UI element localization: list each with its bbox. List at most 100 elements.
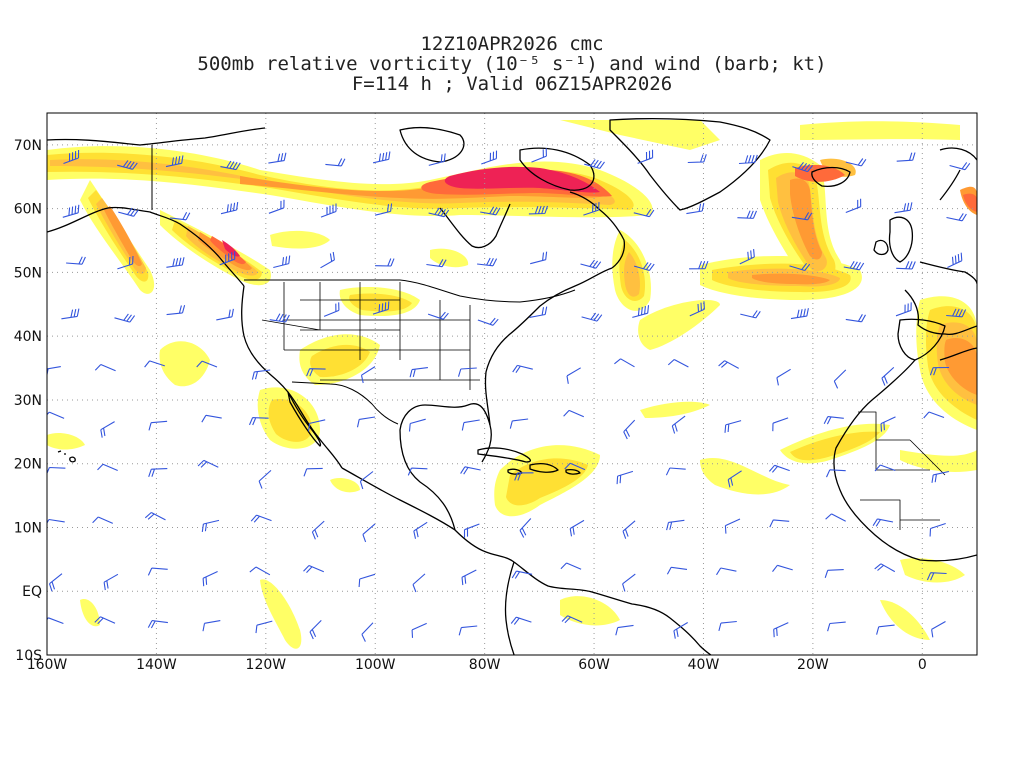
coast-cuba [477,447,532,463]
wind-barb [306,368,326,377]
lon-label: 60W [578,657,610,673]
wind-barb [825,469,846,478]
wind-barb [166,257,185,268]
wind-barb [929,522,946,537]
wind-barb [665,467,686,476]
wind-barb [94,616,116,625]
wind-barb [97,463,118,472]
wind-barb [196,360,218,368]
wind-barb [614,358,635,368]
wind-barb [632,305,650,318]
us-state-lines [261,282,480,390]
wind-barb [409,367,428,378]
wind-barb [896,152,916,162]
wind-barb [165,155,184,168]
wind-barb [946,213,967,222]
wind-barb [560,562,582,570]
wind-barb [303,564,325,573]
coast-us-west [241,285,343,469]
wind-barb [359,471,374,490]
wind-barb [580,259,602,269]
wind-barb [117,160,138,170]
wind-barb [47,617,64,625]
wind-barb [768,464,790,473]
wind-barb [510,616,532,625]
wind-barb [220,202,239,215]
wind-barb [477,317,499,326]
wind-barbs [47,148,971,642]
coast-iceland [811,166,851,188]
coast-us-east [484,267,613,426]
wind-barb [615,624,634,636]
lon-label: 100W [355,657,396,673]
wind-barb [776,368,791,386]
wind-barb [311,520,325,540]
wind-barb [949,162,971,171]
wind-barb [92,516,114,524]
wind-barb [727,470,742,488]
coast-hawaii [57,450,76,463]
wind-barb [463,523,480,538]
wind-barb [773,622,789,638]
lon-label: 40W [688,657,720,673]
wind-barb [716,567,737,576]
wind-barb [845,314,866,323]
wind-barb [309,620,322,640]
wind-barb [874,563,896,573]
wind-barb [147,567,168,576]
coast-baja [287,391,322,447]
wind-barb [947,252,963,268]
coast-arctic-islands [399,126,465,163]
wind-barb [929,366,950,376]
lat-label: EQ [22,584,42,600]
lat-label: 60N [14,202,42,218]
coast-greenland [609,118,771,211]
wind-barb [667,359,689,368]
wind-barb [412,573,426,593]
wind-barb [61,308,80,320]
wind-barb [202,620,221,632]
wind-barb [47,466,66,475]
coast-africa [833,359,977,562]
wind-barb [216,308,234,321]
wind-barb [358,573,376,588]
wind-barb [824,569,844,578]
wind-barb [147,620,168,629]
wind-barb [739,249,755,265]
wind-barb [827,621,846,632]
wind-barb [372,151,391,164]
wind-barb [529,306,548,318]
wind-barb [426,259,447,268]
border-us-canada [244,279,576,303]
wind-barb [673,622,688,639]
latitude-labels: 70N 60N 50N 40N 30N 20N 10N EQ 10S [14,138,42,664]
wind-barb [772,564,793,572]
coast-ireland [873,239,889,256]
wind-barb [843,261,865,271]
wind-barb [407,467,428,476]
wind-barb [718,620,737,632]
wind-barb [427,311,449,320]
wind-barb [103,573,119,591]
wind-barb [219,251,236,266]
wind-barb [323,302,340,317]
wind-barb [622,520,636,539]
wind-barb [307,419,326,432]
vorticity-level-6 [222,166,600,257]
wind-barb [514,472,534,481]
wind-barb [220,160,241,171]
lat-label: 10S [15,648,42,664]
wind-barb [531,148,547,163]
wind-barb [201,519,220,532]
lon-label: 140W [136,657,177,673]
longitude-labels: 160W 140W 120W 100W 80W 60W 40W 20W 0 [27,657,927,673]
wind-barb [47,411,65,419]
wind-barb [251,369,271,380]
wind-barb [569,519,585,537]
wind-barb [584,159,605,169]
wind-barb [375,258,395,267]
wind-barb [616,470,634,485]
wind-barb [461,569,477,586]
lon-label: 160W [27,657,68,673]
coast-africa-north [939,347,977,361]
